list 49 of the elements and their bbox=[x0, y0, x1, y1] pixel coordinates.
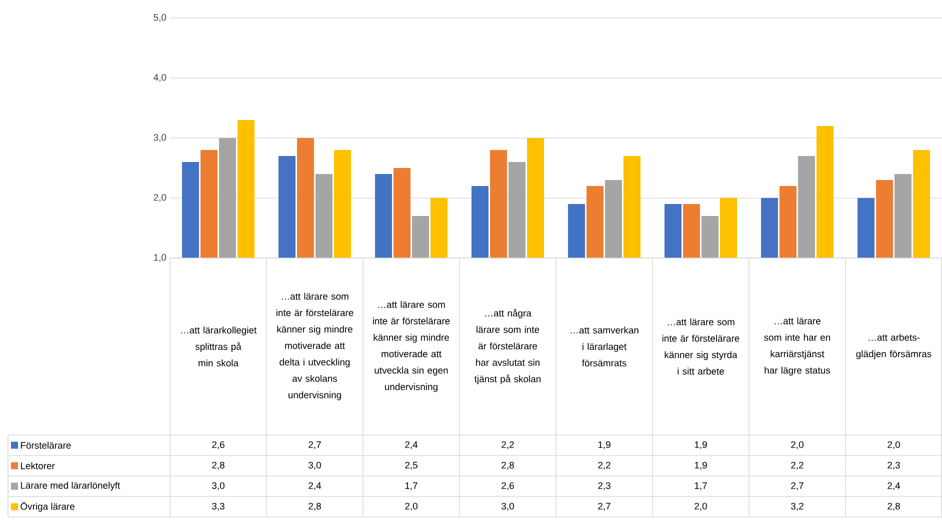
x-tick-label: …att lärare som inte är förstelärare känner sig mindre motiverade att utveckla sin egen undervisning bbox=[372, 300, 450, 392]
legend-label: Lektorer bbox=[20, 462, 55, 470]
data-label: 2,2 bbox=[598, 462, 610, 470]
x-tick-label: …att lärarkollegiet splittras på min skola bbox=[181, 326, 257, 366]
data-label: 2,0 bbox=[888, 441, 900, 450]
legend-label: Förstelärare bbox=[20, 442, 71, 449]
data-label: 3,0 bbox=[308, 462, 321, 470]
data-label: 2,6 bbox=[212, 441, 224, 450]
data-label: 3,0 bbox=[212, 482, 224, 490]
data-label: 2,8 bbox=[888, 502, 900, 511]
data-label: 2,8 bbox=[212, 462, 224, 470]
data-label: 2,4 bbox=[308, 482, 322, 490]
data-label: 3,2 bbox=[791, 502, 804, 511]
data-label: 2,0 bbox=[405, 502, 418, 511]
y-tick-label: 5,0 bbox=[154, 14, 166, 22]
y-tick-label: 4,0 bbox=[154, 74, 166, 82]
data-label: 2,0 bbox=[694, 502, 707, 511]
data-label: 1,9 bbox=[694, 462, 707, 470]
data-label: 3,0 bbox=[502, 502, 514, 511]
data-label: 2,2 bbox=[502, 441, 514, 450]
data-label: 1,7 bbox=[694, 482, 707, 490]
y-tick-label: 1,0 bbox=[154, 254, 166, 262]
data-label: 2,4 bbox=[888, 482, 900, 490]
data-label: 2,5 bbox=[405, 462, 418, 470]
data-label: 1,7 bbox=[405, 482, 418, 490]
data-label: 2,0 bbox=[791, 441, 804, 450]
data-label: 2,6 bbox=[502, 482, 514, 490]
data-label: 2,2 bbox=[791, 462, 804, 470]
x-tick-label: …att lärare som inte är förstelärare känner sig mindre motiverade att delta i utveckling av skolans undervisning bbox=[276, 292, 354, 400]
data-label: 1,9 bbox=[694, 441, 707, 450]
y-tick-label: 3,0 bbox=[154, 134, 166, 142]
data-label: 2,3 bbox=[888, 462, 900, 470]
data-label: 3,3 bbox=[212, 502, 224, 511]
x-tick-label: …att lärare som inte har en karriärstjänst har lägre status bbox=[764, 317, 830, 376]
data-label: 2,7 bbox=[598, 502, 610, 511]
x-tick-label: …att några lärare som inte är förstelärare har avslutat sin tjänst på skolan bbox=[474, 308, 541, 384]
legend-label: Lärare med lärarlönelyft bbox=[20, 482, 120, 491]
data-label: 2,3 bbox=[598, 482, 610, 490]
y-tick-label: 2,0 bbox=[154, 194, 166, 202]
x-tick-label: …att arbets-glädjen försämras bbox=[856, 334, 932, 360]
data-label: 2,8 bbox=[502, 462, 514, 470]
data-label: 2,4 bbox=[405, 441, 418, 450]
data-label: 2,7 bbox=[308, 441, 321, 450]
data-label: 2,7 bbox=[791, 482, 804, 490]
x-tick-label: …att lärare som inte är förstelärare känner sig styrda i sitt arbete bbox=[662, 318, 740, 375]
x-tick-label: …att samverkan i lärarlaget försämrats bbox=[570, 326, 638, 366]
data-label: 2,8 bbox=[308, 502, 321, 511]
data-label: 1,9 bbox=[598, 441, 610, 450]
legend-label: Övriga lärare bbox=[20, 502, 74, 512]
